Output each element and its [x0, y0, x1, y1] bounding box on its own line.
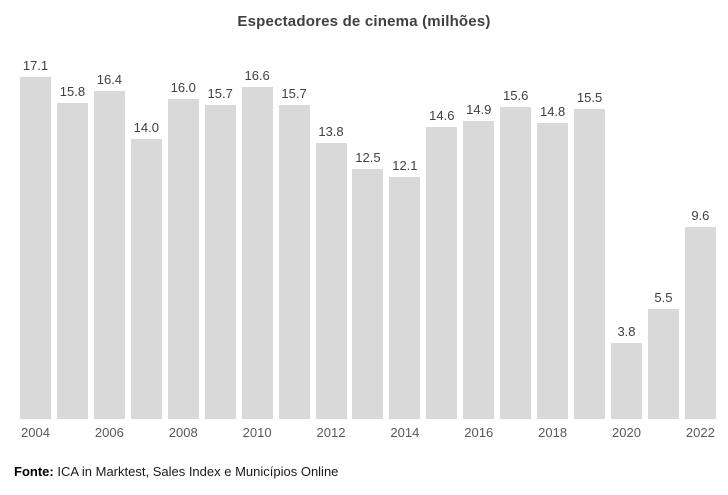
x-axis-tick-label: 2010: [242, 425, 272, 440]
x-axis-tick-label: 2014: [390, 425, 420, 440]
bar: [647, 309, 679, 419]
bar-value-label: 14.9: [466, 102, 492, 117]
bar-value-label: 15.5: [576, 90, 603, 105]
x-axis-tick-label: [292, 419, 296, 447]
x-axis-tick-label: 2006: [94, 425, 124, 440]
bar-column-2008: 16.0 2008: [167, 80, 199, 447]
bar: [684, 227, 716, 419]
x-axis-tick-label: 2004: [21, 425, 50, 440]
bar-value-label: 3.8: [617, 324, 636, 339]
bar-column-2018: 14.8 2018: [537, 104, 569, 447]
bar-column-2012: 13.8 2012: [315, 124, 347, 447]
bar: [537, 123, 569, 419]
bar-value-label: 12.5: [355, 150, 381, 165]
source-note-text: ICA in Marktest, Sales Index e Município…: [53, 464, 339, 479]
bar: [352, 169, 384, 419]
bar-column-2010: 16.6 2010: [241, 68, 273, 447]
bar: [315, 143, 347, 419]
bar-column-2021: 5.5: [647, 290, 679, 447]
bar-value-label: 15.8: [59, 84, 86, 99]
bar-value-label: 9.6: [691, 208, 710, 223]
bar-chart-plot-area: 17.1 2004 15.8 16.4 2006 14.0 16.0 2008 15.7 1…: [20, 50, 716, 447]
bar-value-label: 16.0: [170, 80, 196, 95]
source-note: Fonte: ICA in Marktest, Sales Index e Mu…: [14, 464, 338, 479]
bar-column-2019: 15.5: [574, 90, 606, 447]
bar-column-2007: 14.0: [130, 120, 162, 447]
bar: [204, 105, 236, 419]
bar-value-label: 14.8: [539, 104, 566, 119]
bar: [278, 105, 310, 419]
x-axis-tick-label: 2008: [168, 425, 198, 440]
bar-value-label: 17.1: [22, 58, 49, 73]
x-axis-tick-label: 2012: [316, 425, 346, 440]
bar: [389, 177, 421, 419]
x-axis-tick-label: [218, 419, 222, 447]
source-note-prefix: Fonte:: [14, 464, 54, 479]
x-axis-tick-label: [366, 419, 370, 447]
bar: [574, 109, 606, 419]
bar-value-label: 14.6: [429, 108, 455, 123]
x-axis-tick-label: [71, 419, 75, 447]
bar: [93, 91, 125, 419]
x-axis-tick-label: 2020: [612, 425, 641, 440]
x-axis-tick-label: [440, 419, 444, 447]
bar-column-2005: 15.8: [56, 84, 88, 447]
bar-column-2017: 15.6: [500, 88, 532, 447]
bar-value-label: 12.1: [392, 158, 418, 173]
bar: [130, 139, 162, 419]
bar-value-label: 14.0: [133, 120, 159, 135]
bar: [241, 87, 273, 419]
x-axis-tick-label: 2022: [685, 425, 715, 440]
bar-value-label: 13.8: [318, 124, 344, 139]
bar-column-2014: 12.1 2014: [389, 158, 421, 447]
bar-column-2022: 9.6 2022: [684, 208, 716, 447]
bar: [56, 103, 88, 419]
bar: [463, 121, 495, 419]
x-axis-tick-label: [662, 419, 666, 447]
bar-value-label: 16.6: [244, 68, 270, 83]
bar-value-label: 16.4: [96, 72, 123, 87]
x-axis-tick-label: [588, 419, 592, 447]
x-axis-tick-label: 2018: [538, 425, 568, 440]
bar-column-2004: 17.1 2004: [20, 58, 51, 447]
bar: [426, 127, 458, 419]
bar-value-label: 5.5: [654, 290, 673, 305]
x-axis-tick-label: 2016: [464, 425, 494, 440]
bar-value-label: 15.7: [207, 86, 233, 101]
bar: [167, 99, 199, 419]
bar-column-2006: 16.4 2006: [93, 72, 125, 447]
bar-column-2011: 15.7: [278, 86, 310, 447]
bar-column-2009: 15.7: [204, 86, 236, 447]
bar-value-label: 15.6: [503, 88, 529, 103]
bar: [611, 343, 642, 419]
bar-column-2020: 3.8 2020: [611, 324, 642, 447]
bar-column-2013: 12.5: [352, 150, 384, 447]
bar-column-2015: 14.6: [426, 108, 458, 447]
x-axis-tick-label: [514, 419, 518, 447]
bar: [20, 77, 51, 419]
bar-column-2016: 14.9 2016: [463, 102, 495, 447]
chart-title: Espectadores de cinema (milhões): [237, 13, 491, 30]
bar-value-label: 15.7: [281, 86, 307, 101]
bar: [500, 107, 532, 419]
x-axis-tick-label: [145, 419, 149, 447]
